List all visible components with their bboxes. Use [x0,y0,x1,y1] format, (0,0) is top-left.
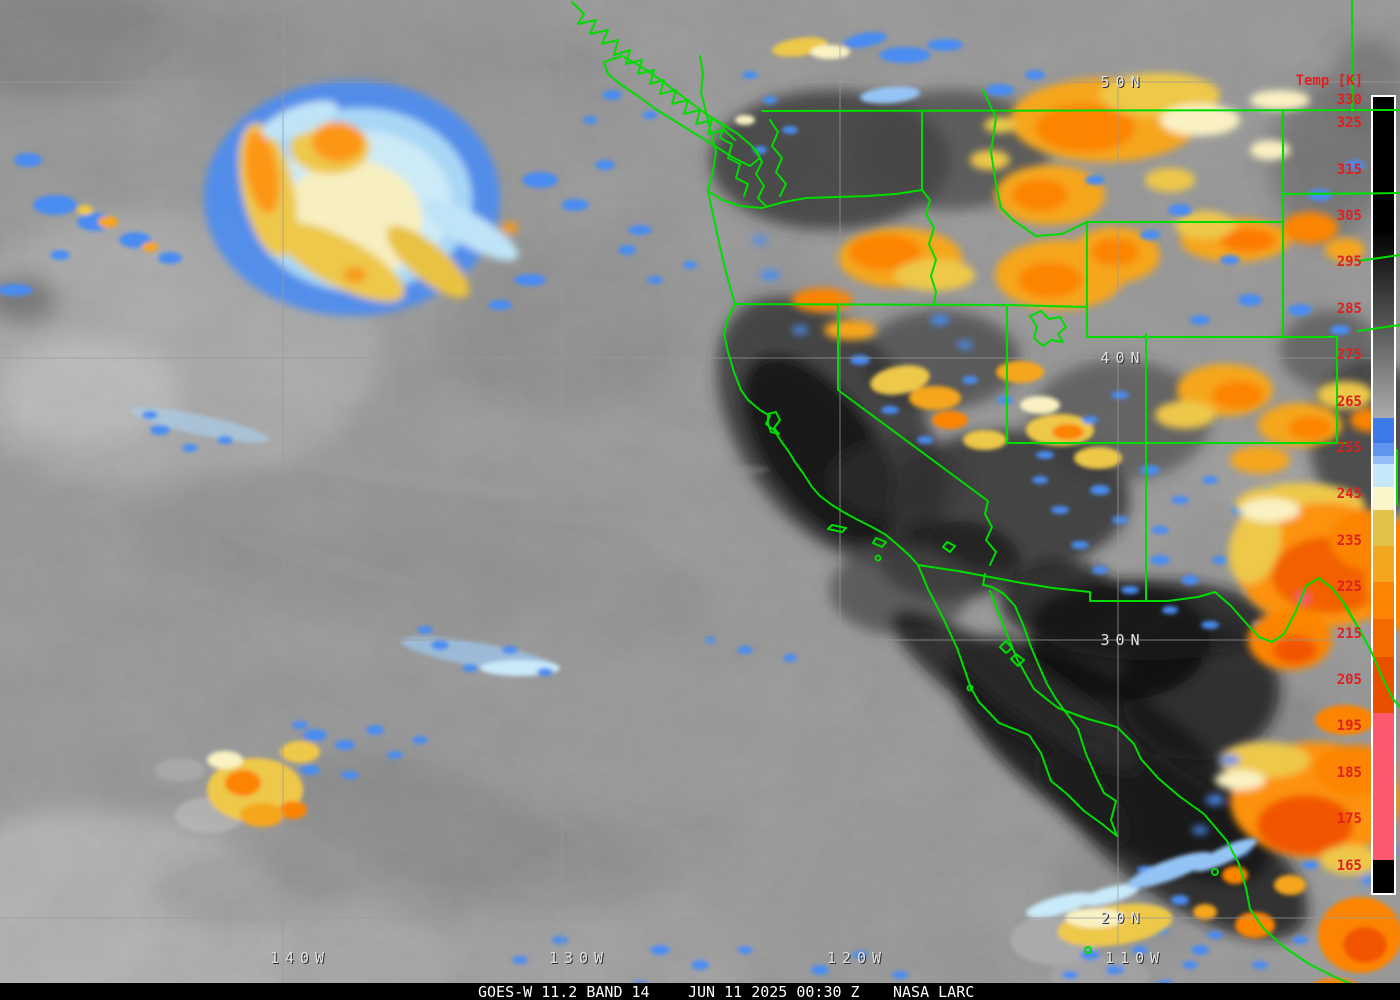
sonora-sinaloa-coast [989,590,1352,983]
colorbar-gradient [1373,97,1394,893]
island-dot-2 [966,684,974,692]
oregon-coast [707,190,736,305]
ocean-cirrus-streaks [131,407,908,983]
southwest-ocean-cluster [155,721,428,833]
status-bar: GOES-W 11.2 BAND 14 JUN 11 2025 00:30 Z … [0,983,1400,1000]
chihuahua-storm [1228,483,1400,670]
north-coastal-streaks [583,32,1045,284]
us-mexico-border [917,564,1169,602]
source-label: NASA LARC [893,983,975,1000]
colorbar-title: Temp [K] [1295,73,1363,89]
channel-islands [827,524,956,553]
pacific-storm-blue-fringe [488,160,652,310]
puget-sound-inner [755,119,787,207]
west-edge-cloud-patches [0,153,182,296]
cold-cloud-tops [0,32,1400,983]
idaho-montana-border [982,89,1088,237]
pacific-storm [204,80,519,316]
california-coast [723,303,919,566]
great-salt-lake [1029,310,1067,347]
gulf-islands [999,640,1025,667]
islas-marias [1211,868,1219,876]
san-francisco-bay [767,411,781,435]
colorbar-scale [1371,95,1396,895]
product-label: GOES-W 11.2 BAND 14 [478,983,650,1000]
datetime-label: JUN 11 2025 00:30 Z [688,983,860,1000]
sinaloa-storm [1192,742,1400,885]
oregon-storm [752,228,975,349]
us-canada-border [761,109,1400,112]
puget-sound [711,117,749,197]
map-boundaries [571,0,1400,983]
montana-blue-specks [1085,160,1365,335]
island-dot-1 [874,554,882,562]
oregon-idaho-border [921,189,937,306]
island-dot-3 [1084,946,1092,954]
wyoming-borders [1086,110,1338,338]
baja-west-coast [917,564,1118,837]
washington-oregon-border [707,189,923,209]
california-nevada-border [837,304,997,566]
montana-idaho-storm-complex [970,73,1365,310]
bc-coast [571,1,736,141]
baja-east-coast [982,573,1118,837]
washington-coast [699,55,717,191]
vancouver-island [603,55,761,167]
